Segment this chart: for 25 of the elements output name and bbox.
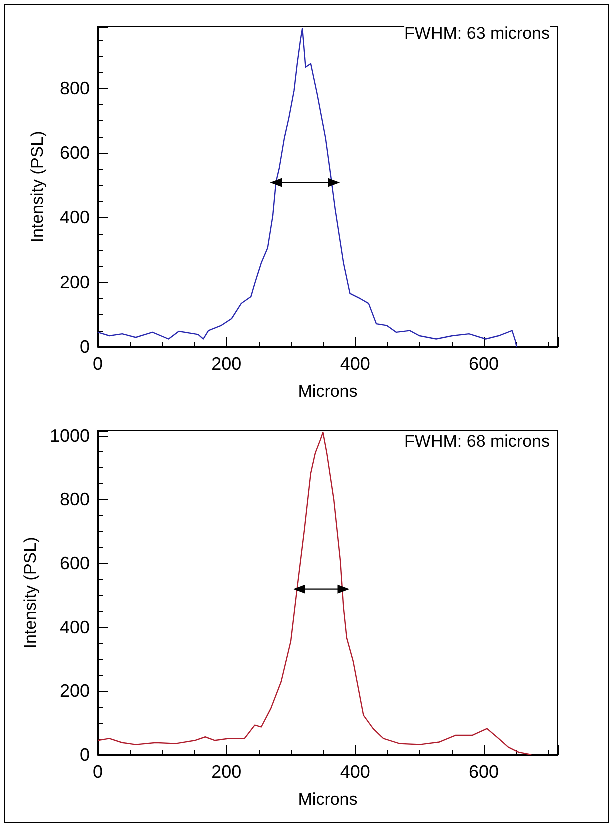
y-tick-label: 600 <box>60 553 90 574</box>
x-tick-label: 200 <box>212 354 242 374</box>
x-tick-label: 400 <box>340 354 370 374</box>
x-axis-title: Microns <box>298 382 358 401</box>
x-tick-label: 0 <box>92 354 104 374</box>
y-tick-label: 200 <box>60 272 90 292</box>
x-tick-label: 600 <box>468 354 500 374</box>
y-tick-label: 400 <box>60 617 90 638</box>
y-tick-label: 400 <box>60 208 90 228</box>
y-tick-label: 200 <box>60 681 90 702</box>
y-tick-label: 1000 <box>50 426 90 446</box>
y-tick-label: 800 <box>60 490 90 510</box>
y-tick-label: 0 <box>80 745 90 765</box>
annotation: FWHM: 63 microns <box>404 24 550 43</box>
annotation: FWHM: 68 microns <box>404 432 550 451</box>
y-tick-label: 0 <box>80 337 90 357</box>
y-axis-title: Intensity (PSL) <box>28 131 47 243</box>
y-tick-label: 600 <box>60 143 90 164</box>
x-tick-label: 0 <box>92 762 104 782</box>
y-axis-title: Intensity (PSL) <box>21 537 40 649</box>
y-tick-label: 800 <box>60 78 90 98</box>
x-tick-label: 600 <box>468 762 500 782</box>
x-tick-label: 200 <box>212 762 242 782</box>
x-tick-label: 400 <box>340 762 370 782</box>
x-axis-title: Microns <box>298 790 358 809</box>
